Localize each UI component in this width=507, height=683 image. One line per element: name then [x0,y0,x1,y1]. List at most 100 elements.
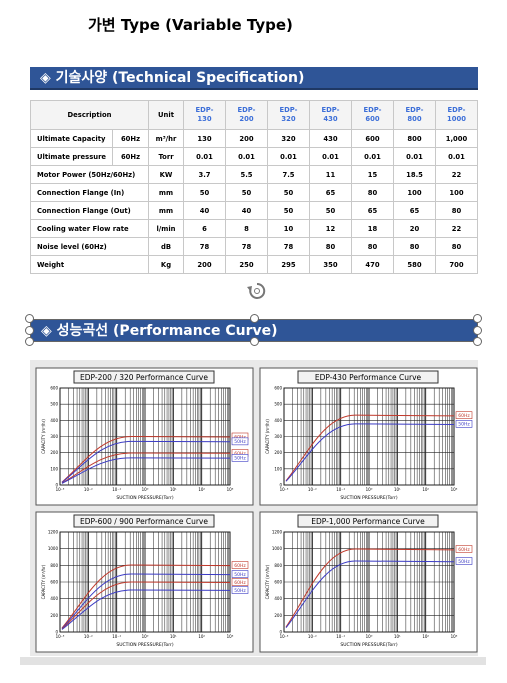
x-tick-label: 10² [422,487,429,492]
handle[interactable] [25,337,34,346]
x-tick-label: 10² [422,634,429,639]
y-axis-label: CAPACITY (m³/hr) [265,419,270,454]
x-tick-label: 10⁻³ [56,487,65,492]
y-tick-label: 0 [279,630,282,635]
performance-curve [285,414,455,482]
value-cell: 470 [351,255,394,274]
legend-box [455,557,473,565]
x-tick-label: 10³ [227,634,234,639]
performance-curve [61,435,231,483]
legend-label: 50Hz [234,456,246,462]
x-axis-label: SUCTION PRESSURE(Torr) [340,642,397,648]
y-tick-label: 1200 [272,530,283,535]
handle[interactable] [250,314,259,323]
legend-label: 50Hz [458,422,470,428]
x-tick-label: 10⁰ [142,634,149,639]
x-tick-label: 10⁻³ [56,634,65,639]
table-row: Connection Flange (Out) mm 40 40 50 50 65 65 80 [30,201,478,220]
y-tick-label: 200 [274,450,282,455]
row-label: Weight [30,255,149,274]
x-tick-label: 10⁰ [142,487,149,492]
page-title: 가변 Type (Variable Type) [88,16,293,34]
spec-table: Description Unit EDP- 130 EDP- 200 EDP- 320 E… [30,100,478,274]
footer-bar [20,657,486,665]
x-tick-label: 10⁻² [84,634,93,639]
chart-title: EDP-1,000 Performance Curve [311,517,425,526]
legend-box [455,411,473,419]
legend-label: 50Hz [234,439,246,445]
rotate-icon [247,282,266,299]
performance-curve [61,440,231,483]
legend-box [231,570,249,578]
header-row: Description Unit EDP- 130 EDP- 200 EDP- 320 E… [30,100,478,130]
y-tick-label: 0 [55,483,58,488]
x-axis-label: SUCTION PRESSURE(Torr) [116,642,173,648]
handle[interactable] [25,326,34,335]
x-tick-label: 10¹ [170,487,177,492]
performance-curve [285,423,455,482]
y-axis-label: CAPACITY (m³/hr) [41,564,46,599]
chart-title-box [297,514,439,528]
handle[interactable] [250,337,259,346]
table-row: Weight Kg 200 250 295 350 470 580 700 [30,255,478,274]
y-tick-label: 1200 [48,530,59,535]
x-axis-label: SUCTION PRESSURE(Torr) [116,495,173,501]
performance-curve [61,573,231,629]
performance-curve [61,452,231,484]
chart-title: EDP-200 / 320 Performance Curve [80,373,208,382]
legend-label: 60Hz [234,451,246,457]
legend-label: 50Hz [234,572,246,578]
legend-box [231,454,249,462]
x-tick-label: 10⁻³ [280,487,289,492]
y-axis-label: CAPACITY (m³/hr) [41,419,46,454]
performance-curve [61,581,231,630]
chart-title: EDP-430 Performance Curve [315,373,422,382]
model-header: EDP- 320 [267,100,310,130]
y-tick-label: 200 [50,450,58,455]
y-tick-label: 200 [50,613,58,618]
x-tick-label: 10² [198,634,205,639]
y-tick-label: 600 [50,580,58,585]
legend-box [231,561,249,569]
x-tick-label: 10⁰ [366,634,373,639]
y-tick-label: 800 [274,563,282,568]
unit-cell: Kg [148,255,184,274]
table-row: Ultimate Capacity 60Hz m³/hr 130 200 320 430 60… [30,129,478,148]
performance-curve [61,564,231,629]
y-tick-label: 600 [50,386,58,391]
y-tick-label: 500 [50,402,58,407]
chart-title-box [73,514,215,528]
legend-label: 60Hz [234,563,246,569]
legend-box [455,545,473,553]
y-tick-label: 400 [50,418,58,423]
y-tick-label: 100 [50,466,58,471]
x-tick-label: 10³ [227,487,234,492]
y-tick-label: 300 [274,434,282,439]
x-tick-label: 10⁻¹ [336,487,345,492]
header-cell: Description [30,100,149,130]
legend-label: 50Hz [234,588,246,594]
legend-box [231,437,249,446]
value-cell: 700 [435,255,478,274]
x-tick-label: 10² [198,487,205,492]
x-tick-label: 10⁻² [84,487,93,492]
y-tick-label: 0 [55,630,58,635]
y-tick-label: 100 [274,466,282,471]
legend-label: 50Hz [458,559,470,565]
performance-curve [61,457,231,484]
handle[interactable] [25,314,34,323]
section-banner: ◈ 기술사양 (Technical Specification) [30,67,478,90]
x-tick-label: 10⁻² [308,487,317,492]
handle[interactable] [473,326,482,335]
chart-title-box [297,370,439,384]
handle[interactable] [473,314,482,323]
y-tick-label: 0 [279,483,282,488]
y-tick-label: 400 [274,596,282,601]
legend-box [231,578,249,586]
x-tick-label: 10⁻¹ [112,487,121,492]
handle[interactable] [473,337,482,346]
y-tick-label: 800 [50,563,58,568]
chart-title: EDP-600 / 900 Performance Curve [80,517,208,526]
